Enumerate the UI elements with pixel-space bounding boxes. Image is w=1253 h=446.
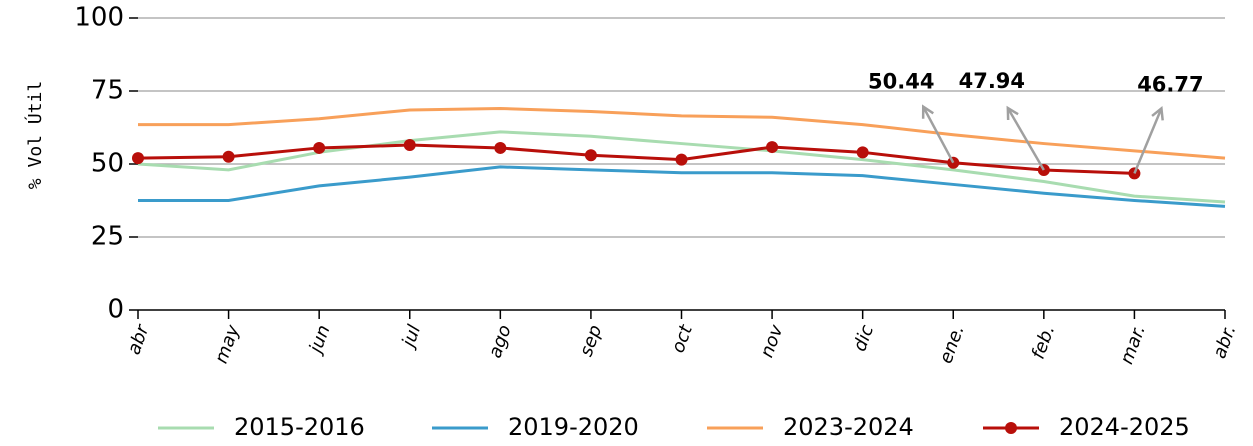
x-tick-label: dic bbox=[849, 322, 878, 354]
x-tick-label: ago bbox=[485, 322, 516, 361]
series-line bbox=[138, 107, 1226, 160]
annotation-arrowhead bbox=[1006, 105, 1019, 121]
series-line bbox=[138, 165, 1226, 208]
annotation-arrow bbox=[922, 106, 955, 164]
y-tick-label: 75 bbox=[91, 76, 124, 106]
x-tick-label: sep bbox=[576, 322, 607, 359]
annotation: 46.77 bbox=[1137, 72, 1203, 96]
series-marker bbox=[584, 149, 597, 162]
series-marker bbox=[766, 141, 779, 154]
legend-label: 2023-2024 bbox=[783, 413, 914, 441]
annotation-arrowhead bbox=[1151, 106, 1164, 121]
series-line bbox=[137, 143, 1135, 175]
legend-label: 2015-2016 bbox=[234, 413, 365, 441]
series-marker bbox=[856, 146, 869, 159]
x-tick-label: jun bbox=[304, 322, 334, 358]
x-tick-label: nov bbox=[756, 322, 787, 361]
y-tick-label: 100 bbox=[74, 3, 124, 33]
y-tick-label: 50 bbox=[91, 149, 124, 179]
annotation-arrow bbox=[1133, 107, 1163, 174]
legend-label: 2019-2020 bbox=[508, 413, 639, 441]
series-marker bbox=[222, 150, 235, 163]
x-tick-label: abr bbox=[123, 321, 153, 358]
x-tick-label: jul bbox=[397, 322, 425, 352]
series-marker bbox=[132, 152, 144, 165]
annotation-arrow bbox=[1006, 107, 1045, 171]
x-tick-label: mar. bbox=[1116, 322, 1149, 367]
series-marker bbox=[675, 153, 688, 166]
y-tick-label: 25 bbox=[91, 222, 124, 252]
annotation-arrowhead bbox=[921, 104, 934, 119]
legend-label: 2024-2025 bbox=[1059, 413, 1190, 441]
legend-marker bbox=[1005, 422, 1017, 434]
annotation: 47.94 bbox=[959, 69, 1025, 93]
x-tick-label: may bbox=[211, 322, 244, 366]
y-axis-label: % Vol Útil bbox=[24, 81, 46, 189]
x-tick-label: oct bbox=[668, 321, 698, 355]
series-line bbox=[137, 130, 1226, 204]
series-marker bbox=[313, 141, 326, 154]
series-marker bbox=[403, 139, 416, 152]
series-marker bbox=[494, 141, 507, 154]
x-tick-label: ene. bbox=[935, 322, 968, 366]
x-tick-label: abr. bbox=[1209, 322, 1240, 361]
annotation: 50.44 bbox=[868, 70, 934, 94]
y-tick-label: 0 bbox=[107, 295, 124, 325]
x-tick-label: feb. bbox=[1028, 322, 1060, 362]
